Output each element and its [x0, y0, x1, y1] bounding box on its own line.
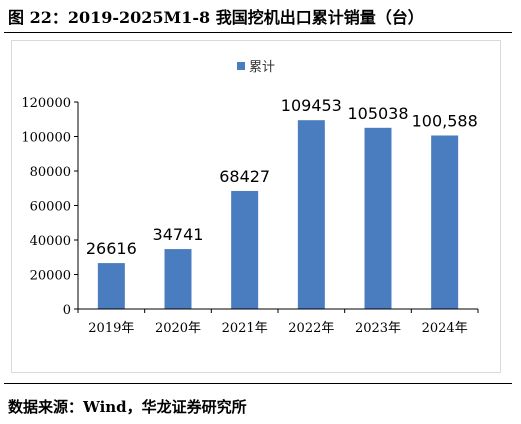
x-tick-label: 2024年: [422, 321, 468, 336]
legend-swatch: [237, 62, 245, 70]
x-axis-labels: 2019年 2020年 2021年 2022年 2023年 2024年: [88, 321, 467, 336]
y-tick-label: 0: [63, 303, 71, 318]
x-tick-label: 2023年: [355, 321, 401, 336]
bar-value-label: 109453: [281, 96, 342, 115]
bar-value-label: 26616: [86, 239, 137, 258]
figure-title: 图 22：2019-2025M1-8 我国挖机出口累计销量（台）: [8, 8, 424, 27]
bar: [297, 120, 325, 309]
bar: [97, 263, 125, 309]
y-tick-label: 40000: [30, 234, 71, 249]
y-axis-labels: 0 20000 40000 60000 80000 100000 120000: [21, 96, 71, 318]
bar: [164, 249, 192, 309]
legend-label: 累计: [249, 60, 275, 75]
bottom-rule: [4, 383, 512, 384]
bar: [364, 127, 392, 309]
bars: [97, 120, 459, 309]
y-axis-ticks: [74, 101, 479, 313]
bar: [431, 135, 459, 309]
bar: [231, 190, 259, 309]
x-tick-label: 2021年: [222, 321, 268, 336]
source-note: 数据来源：Wind，华龙证券研究所: [8, 398, 247, 416]
chart-frame: [11, 40, 501, 373]
bar-value-label: 105038: [347, 104, 408, 123]
x-tick-label: 2022年: [288, 321, 334, 336]
bar-value-label: 34741: [153, 225, 204, 244]
x-tick-label: 2019年: [88, 321, 134, 336]
x-tick-label: 2020年: [155, 321, 201, 336]
y-tick-label: 120000: [21, 96, 71, 111]
y-tick-label: 80000: [30, 165, 71, 180]
bar-value-label: 100,588: [412, 111, 478, 130]
y-tick-label: 20000: [30, 269, 71, 284]
legend: 累计: [237, 60, 275, 75]
top-rule: [4, 32, 512, 33]
y-tick-label: 100000: [21, 131, 71, 146]
y-tick-label: 60000: [30, 200, 71, 215]
bar-value-label: 68427: [219, 167, 270, 186]
data-labels: 26616 34741 68427 109453 105038 100,588: [86, 96, 478, 258]
